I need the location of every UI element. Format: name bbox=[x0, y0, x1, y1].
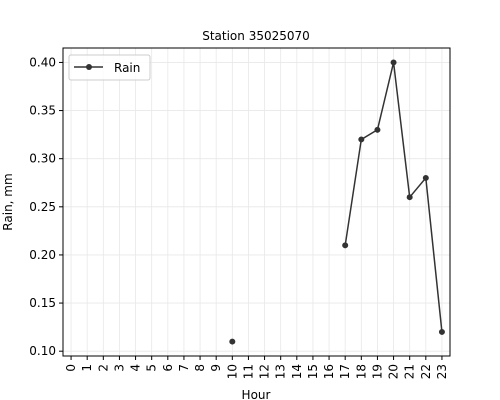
y-tick-label: 0.25 bbox=[29, 200, 56, 214]
y-axis-label: Rain, mm bbox=[1, 173, 15, 230]
data-point bbox=[438, 328, 445, 335]
x-tick-label: 5 bbox=[145, 364, 159, 372]
x-tick-label: 3 bbox=[112, 364, 126, 372]
data-point bbox=[422, 174, 429, 181]
x-tick-label: 13 bbox=[274, 364, 288, 379]
x-tick-label: 22 bbox=[419, 364, 433, 379]
data-point bbox=[358, 136, 365, 143]
x-tick-label: 6 bbox=[161, 364, 175, 372]
x-tick-label: 17 bbox=[338, 364, 352, 379]
x-tick-label: 16 bbox=[322, 364, 336, 379]
x-tick-label: 9 bbox=[209, 364, 223, 372]
x-tick-label: 21 bbox=[403, 364, 417, 379]
data-point bbox=[342, 242, 349, 249]
y-tick-label: 0.30 bbox=[29, 152, 56, 166]
data-point bbox=[406, 194, 413, 201]
grid bbox=[63, 48, 450, 356]
y-tick-label: 0.40 bbox=[29, 55, 56, 69]
x-tick-label: 1 bbox=[80, 364, 94, 372]
x-tick-label: 10 bbox=[225, 364, 239, 379]
x-tick-label: 19 bbox=[370, 364, 384, 379]
y-tick-label: 0.10 bbox=[29, 344, 56, 358]
x-tick-label: 18 bbox=[354, 364, 368, 379]
x-tick-label: 7 bbox=[177, 364, 191, 372]
y-axis: 0.10 0.15 0.20 0.25 0.30 0.35 0.40 bbox=[29, 55, 63, 358]
y-tick-label: 0.15 bbox=[29, 296, 56, 310]
legend-box bbox=[68, 54, 151, 81]
plot-area bbox=[62, 47, 451, 357]
x-tick-label: 0 bbox=[64, 364, 78, 372]
data-point bbox=[374, 126, 381, 133]
x-tick-label: 11 bbox=[241, 364, 255, 379]
y-tick-label: 0.20 bbox=[29, 248, 56, 262]
data-point bbox=[390, 59, 397, 66]
x-tick-label: 2 bbox=[96, 364, 110, 372]
x-tick-label: 20 bbox=[387, 364, 401, 379]
x-axis: 0 1 2 3 4 5 6 7 8 9 10 11 12 13 14 15 16 17 18 19 20 21 22 23 bbox=[64, 356, 449, 379]
legend-marker bbox=[86, 64, 92, 70]
chart-title: Station 35025070 bbox=[202, 29, 310, 43]
legend-label-rain: Rain bbox=[114, 61, 140, 75]
x-tick-label: 8 bbox=[193, 364, 207, 372]
data-point bbox=[229, 338, 236, 345]
legend: Rain bbox=[68, 54, 151, 81]
x-tick-label: 12 bbox=[258, 364, 272, 379]
series-rain bbox=[229, 59, 445, 345]
x-tick-label: 14 bbox=[290, 364, 304, 379]
x-tick-label: 23 bbox=[435, 364, 449, 379]
y-tick-label: 0.35 bbox=[29, 104, 56, 118]
x-axis-label: Hour bbox=[242, 388, 271, 400]
x-tick-label: 4 bbox=[129, 364, 143, 372]
x-tick-label: 15 bbox=[306, 364, 320, 379]
